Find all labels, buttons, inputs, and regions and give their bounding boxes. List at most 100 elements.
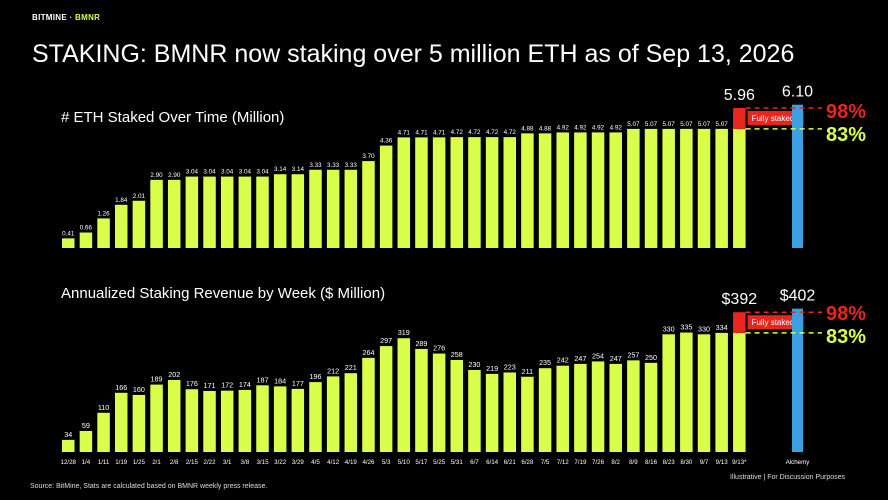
- rev-data-label: 211: [522, 367, 533, 376]
- stake-bar: [503, 137, 516, 248]
- rev-data-label: 330: [663, 324, 675, 333]
- stake-bar: [450, 137, 464, 248]
- rev-data-label: 242: [557, 356, 569, 365]
- x-tick-label: 4/19: [345, 459, 358, 466]
- brand-logo: BITMINE · BMNR: [32, 13, 101, 22]
- x-tick-label: 5/17: [415, 459, 428, 466]
- rev-bar: [185, 389, 199, 452]
- x-tick-label: 3/15: [256, 459, 269, 466]
- rev-fully-staked-text: Fully staked: [752, 318, 795, 327]
- rev-data-label: 247: [610, 354, 622, 363]
- stake-bar: [521, 133, 534, 248]
- stake-data-label: 4.71: [398, 129, 411, 136]
- stake-bar: [238, 176, 252, 248]
- rev-pct-high: 98%: [826, 303, 866, 325]
- stake-bar: [309, 169, 322, 248]
- rev-bar: [503, 372, 516, 452]
- stake-bar: [273, 174, 287, 248]
- rev-bar: [114, 392, 128, 452]
- stake-bar: [379, 145, 393, 248]
- x-tick-label: 12/28: [61, 459, 77, 466]
- x-tick-label-alchemy: Alchemy: [786, 459, 811, 466]
- source-note: Source: BitMine, Stats are calculated ba…: [30, 483, 268, 490]
- stake-data-label: 3.33: [327, 162, 340, 169]
- stake-data-label: 3.33: [345, 162, 358, 169]
- stake-data-label: 3.14: [292, 166, 305, 173]
- x-tick-label: 8/16: [645, 459, 658, 466]
- rev-data-label: 212: [327, 366, 339, 375]
- stake-bar: [609, 132, 622, 248]
- stake-data-label: 4.88: [521, 125, 534, 132]
- rev-data-label: 276: [433, 344, 445, 353]
- x-tick-label: 3/29: [292, 459, 305, 466]
- stake-data-label: 5.07: [663, 121, 676, 128]
- stake-bar: [397, 137, 411, 248]
- x-tick-label: 9/7: [700, 459, 709, 466]
- page-title: STAKING: BMNR now staking over 5 million…: [32, 40, 795, 68]
- rev-data-label: 171: [204, 381, 216, 390]
- stake-bar: [715, 128, 728, 248]
- rev-bar: [344, 373, 358, 452]
- rev-bar: [326, 376, 340, 452]
- stake-bar: [538, 133, 552, 248]
- stake-data-label: 4.72: [468, 129, 481, 136]
- rev-bar: [415, 348, 428, 452]
- rev-data-label: 235: [539, 358, 551, 367]
- rev-data-label: 172: [221, 381, 233, 390]
- x-tick-label: 3/1: [223, 459, 232, 466]
- x-tick-label: 7/26: [592, 459, 605, 466]
- x-tick-label: 6/28: [521, 459, 534, 466]
- rev-bar: [609, 363, 622, 452]
- x-tick-label: 6/7: [470, 459, 479, 466]
- disclaimer-note: Illustrative | For Discussion Purposes: [730, 474, 846, 481]
- stake-bar: [733, 128, 746, 248]
- rev-data-label: 319: [398, 328, 410, 337]
- stake-bar: [326, 169, 340, 248]
- stake-data-label: 5.07: [716, 121, 729, 128]
- stake-bar: [485, 137, 499, 248]
- stake-bar: [697, 128, 711, 248]
- rev-data-label: 176: [186, 379, 198, 388]
- rev-data-label: 160: [133, 385, 145, 394]
- stake-bar: [62, 238, 75, 248]
- rev-bar: [150, 384, 163, 452]
- stake-data-label: 5.07: [627, 121, 640, 128]
- rev-bar: [291, 388, 305, 452]
- stake-data-label: 4.36: [380, 138, 393, 145]
- stake-data-label: 4.71: [415, 129, 428, 136]
- rev-data-label: 250: [645, 353, 657, 362]
- stake-data-label: 3.70: [362, 153, 375, 160]
- stake-data-label: 1.26: [97, 210, 110, 217]
- stake-data-label: 3.04: [203, 169, 216, 176]
- rev-data-label: 258: [451, 350, 463, 359]
- stake-bar: [574, 132, 587, 248]
- rev-fully-staked-bar: [733, 312, 746, 333]
- x-tick-label: 5/10: [398, 459, 411, 466]
- rev-fully-staked-box: [747, 315, 804, 330]
- rev-alchemy-value: $402: [780, 288, 816, 305]
- x-tick-label: 8/9: [629, 459, 638, 466]
- rev-bar: [132, 394, 146, 452]
- stake-bar: [256, 176, 269, 248]
- stake-data-label: 3.04: [256, 169, 269, 176]
- x-tick-label: 1/4: [82, 459, 91, 466]
- stake-bar: [114, 204, 128, 248]
- x-tick-label: 5/3: [382, 459, 391, 466]
- stake-bar: [344, 169, 358, 248]
- rev-bar: [432, 353, 446, 452]
- stake-data-label: 2.01: [133, 193, 146, 200]
- rev-data-label: 202: [168, 370, 180, 379]
- rev-bar: [715, 332, 728, 452]
- stake-data-label: 3.33: [309, 162, 322, 169]
- rev-bar: [485, 373, 499, 452]
- x-tick-label: 7/12: [557, 459, 570, 466]
- rev-bar: [538, 368, 552, 452]
- rev-bar: [662, 334, 675, 452]
- stake-data-label: 3.04: [221, 169, 234, 176]
- stake-data-label: 2.90: [150, 172, 163, 179]
- stake-bar: [167, 179, 181, 248]
- rev-data-label: 221: [345, 363, 357, 372]
- rev-chart-title: Annualized Staking Revenue by Week ($ Mi…: [61, 285, 385, 302]
- x-tick-label: 5/25: [433, 459, 446, 466]
